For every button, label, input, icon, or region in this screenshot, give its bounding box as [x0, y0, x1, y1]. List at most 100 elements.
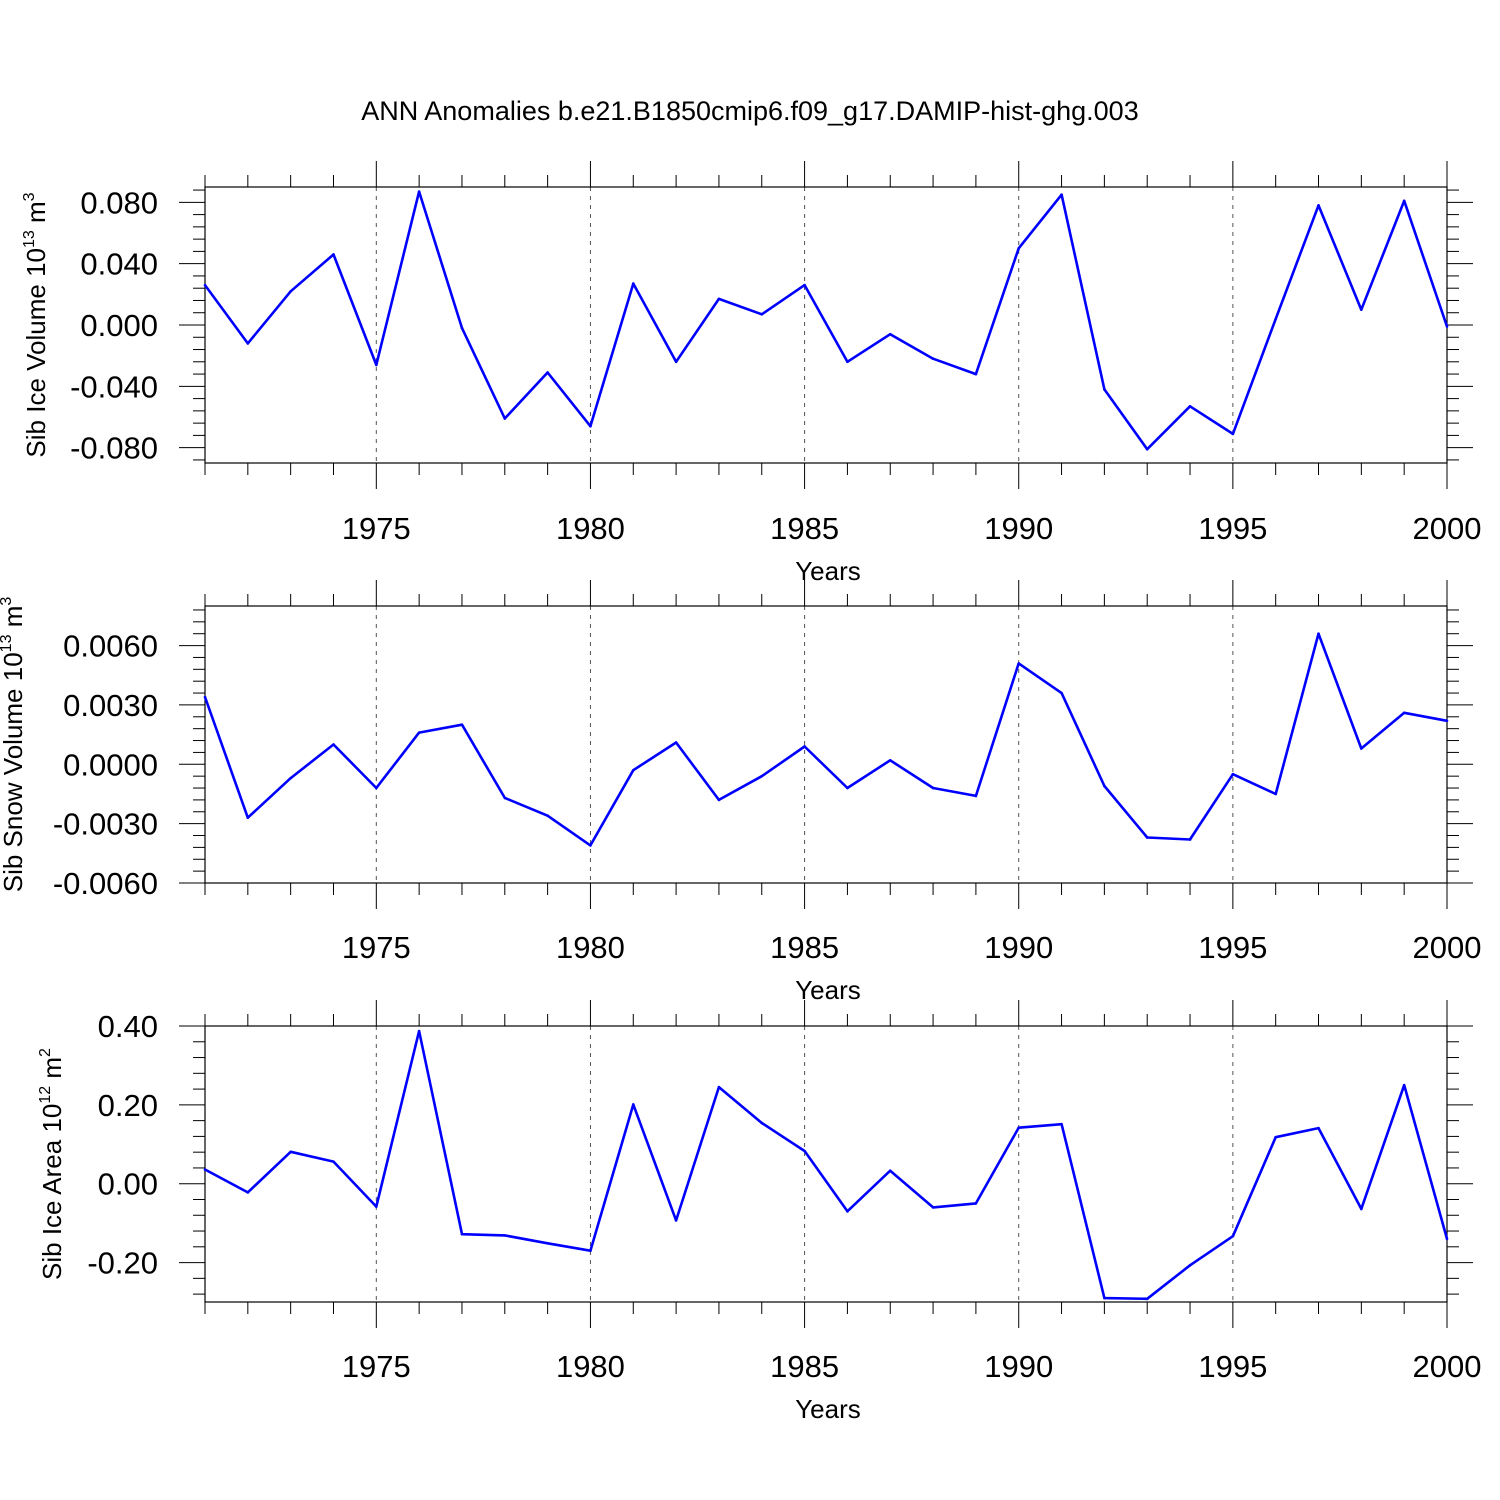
data-point: [1103, 784, 1106, 788]
data-point: [1360, 308, 1363, 311]
y-tick-label: -0.040: [70, 369, 158, 404]
x-tick-label: 1985: [770, 1349, 839, 1384]
x-axis-title: Years: [795, 975, 861, 1005]
data-point: [888, 332, 892, 336]
y-axis-title: Sib Snow Volume 1013 m3: [0, 597, 28, 893]
data-point: [631, 282, 635, 285]
x-tick-label: 1985: [770, 930, 839, 965]
y-tick-label: 0.00: [98, 1167, 158, 1202]
data-point: [931, 357, 935, 361]
data-point: [589, 424, 592, 428]
x-tick-label: 2000: [1413, 1349, 1482, 1384]
x-axis-title: Years: [795, 556, 861, 586]
data-point: [417, 1029, 421, 1033]
data-point: [1402, 199, 1406, 203]
data-point: [674, 360, 678, 364]
data-point: [246, 342, 250, 345]
data-point: [289, 1150, 292, 1154]
data-point: [1017, 662, 1021, 665]
data-point: [589, 1249, 592, 1253]
x-tick-label: 1990: [984, 1349, 1053, 1384]
x-tick-label: 1980: [556, 511, 625, 546]
data-point: [931, 1206, 935, 1209]
y-tick-label: 0.040: [80, 247, 158, 282]
data-point: [460, 1232, 464, 1236]
data-point: [1445, 1237, 1449, 1241]
data-point: [846, 1210, 849, 1213]
data-point: [1317, 632, 1320, 635]
data-point: [546, 371, 549, 374]
data-point: [803, 745, 806, 748]
x-axis-title: Years: [795, 1394, 861, 1424]
data-point: [1402, 1083, 1406, 1087]
data-point: [1317, 1126, 1320, 1130]
data-point: [203, 1168, 207, 1171]
y-tick-label: -0.0060: [53, 866, 158, 901]
data-point: [1274, 792, 1277, 796]
x-tick-label: 1975: [342, 930, 411, 965]
panel-2: 0.0060 0.0030 0.0000 -0.0030 -0.0060 1975 1980…: [0, 580, 1481, 1005]
data-point: [760, 774, 764, 778]
x-tick-label: 1985: [770, 511, 839, 546]
data-point: [546, 1241, 549, 1245]
data-point: [1145, 447, 1149, 451]
x-tick-label: 2000: [1413, 930, 1482, 965]
data-point: [417, 190, 421, 193]
data-point: [674, 741, 678, 744]
x-tick-label: 1995: [1198, 930, 1267, 965]
panel-3: 0.40 0.20 0.00 -0.20 1975 1980 1985 1990 1995 200…: [37, 1000, 1481, 1424]
data-point: [1231, 1234, 1235, 1238]
data-point: [375, 363, 378, 367]
data-point: [1103, 1296, 1106, 1300]
x-tick-label: 2000: [1413, 511, 1482, 546]
y-tick-label: -0.20: [87, 1246, 158, 1281]
x-tick-label: 1975: [342, 511, 411, 546]
data-point: [460, 723, 464, 727]
y-axis-title: Sib Ice Area 1012 m2: [37, 1048, 67, 1280]
data-point: [803, 1149, 806, 1153]
data-point: [1103, 388, 1106, 391]
data-point: [1445, 719, 1449, 723]
data-point: [974, 794, 978, 798]
data-point: [717, 297, 721, 301]
data-point: [503, 417, 507, 420]
panel-1: 0.080 0.040 0.000 -0.040 -0.080 1975 1980 1985 1…: [21, 161, 1481, 586]
data-point: [1274, 1135, 1277, 1139]
data-point: [503, 1234, 507, 1237]
data-point: [846, 786, 849, 790]
data-point: [1145, 1297, 1149, 1301]
data-point: [1317, 204, 1320, 207]
x-tick-label: 1990: [984, 511, 1053, 546]
data-point: [460, 326, 464, 330]
data-point: [1360, 1207, 1363, 1211]
data-point: [417, 731, 421, 734]
x-tick-label: 1995: [1198, 511, 1267, 546]
data-point: [974, 1202, 978, 1205]
data-point: [1145, 836, 1149, 839]
data-point: [246, 1191, 250, 1194]
data-point: [1017, 247, 1021, 250]
data-point: [1360, 747, 1363, 750]
series-line: [203, 632, 1448, 847]
data-point: [375, 1205, 378, 1208]
data-point: [332, 743, 335, 746]
y-tick-label: 0.000: [80, 308, 158, 343]
data-point: [1188, 404, 1192, 408]
data-point: [203, 283, 207, 287]
data-point: [1060, 193, 1063, 196]
plot-frame: [204, 605, 1448, 884]
data-point: [631, 1103, 635, 1106]
data-point: [375, 786, 378, 790]
data-point: [1017, 1126, 1021, 1130]
data-point: [1274, 317, 1277, 321]
data-point: [803, 283, 806, 287]
data-point: [332, 253, 335, 256]
y-tick-label: 0.0030: [63, 688, 158, 723]
data-point: [1402, 711, 1406, 715]
data-point: [1231, 772, 1235, 776]
data-point: [1060, 691, 1063, 695]
y-tick-label: 0.080: [80, 185, 158, 220]
y-tick-label: 0.0060: [63, 629, 158, 664]
x-tick-label: 1980: [556, 1349, 625, 1384]
